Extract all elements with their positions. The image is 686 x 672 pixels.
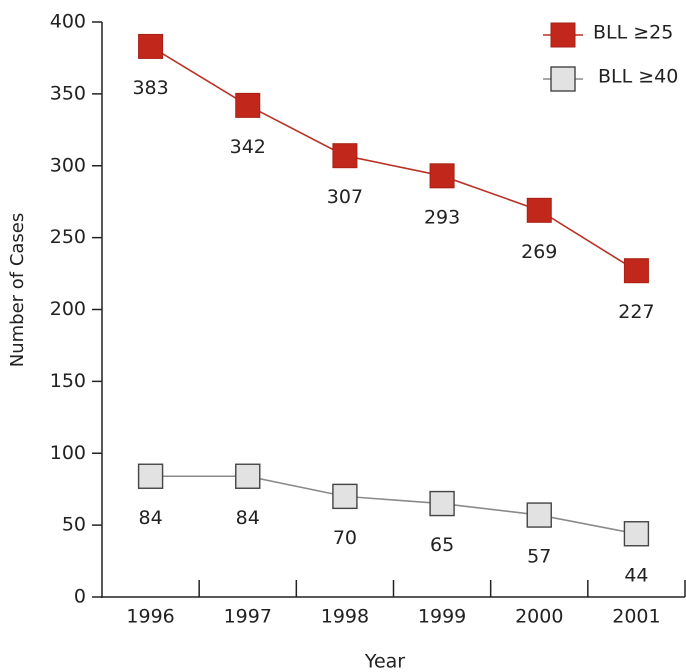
marker [429, 163, 455, 189]
marker [137, 463, 164, 489]
data-label: 293 [424, 206, 460, 228]
x-tick-label: 2001 [612, 606, 660, 628]
marker [332, 143, 358, 169]
y-axis-title: Number of Cases [7, 213, 28, 368]
data-label: 70 [333, 527, 357, 549]
x-tick-label: 1997 [224, 606, 272, 628]
y-tick-label: 350 [50, 82, 86, 104]
x-tick-label: 2000 [515, 606, 563, 628]
data-label: 342 [230, 136, 266, 158]
marker [235, 92, 261, 118]
x-tick-label: 1996 [126, 606, 174, 628]
data-label: 383 [132, 77, 168, 99]
data-label: 307 [327, 186, 363, 208]
data-label: 84 [138, 507, 162, 529]
legend-label: BLL ≥25 [593, 22, 673, 44]
marker [623, 258, 649, 284]
data-label: 227 [618, 301, 654, 323]
data-label: 84 [236, 507, 260, 529]
y-tick-label: 0 [74, 586, 86, 608]
y-tick-label: 300 [50, 154, 86, 176]
marker [623, 521, 650, 547]
x-tick-label: 1998 [321, 606, 369, 628]
marker [332, 483, 358, 510]
legend-marker [550, 66, 576, 92]
marker [429, 490, 455, 517]
marker [138, 33, 164, 59]
y-tick-label: 100 [50, 442, 86, 464]
data-label: 57 [527, 546, 551, 568]
y-tick-label: 150 [50, 370, 86, 392]
data-label: 269 [521, 241, 557, 263]
y-tick-label: 400 [50, 11, 86, 33]
y-tick-label: 50 [62, 514, 86, 536]
marker [526, 502, 552, 528]
data-label: 65 [430, 534, 454, 556]
x-axis-title: Year [364, 651, 405, 672]
marker [526, 197, 552, 223]
data-label: 44 [624, 564, 648, 586]
x-tick-label: 1999 [418, 606, 466, 628]
y-tick-label: 200 [50, 298, 86, 320]
marker [235, 463, 261, 489]
legend-marker [550, 22, 576, 48]
y-tick-label: 250 [50, 226, 86, 248]
series-line [150, 45, 637, 272]
series-line [150, 475, 637, 535]
legend-label: BLL ≥40 [598, 66, 678, 88]
